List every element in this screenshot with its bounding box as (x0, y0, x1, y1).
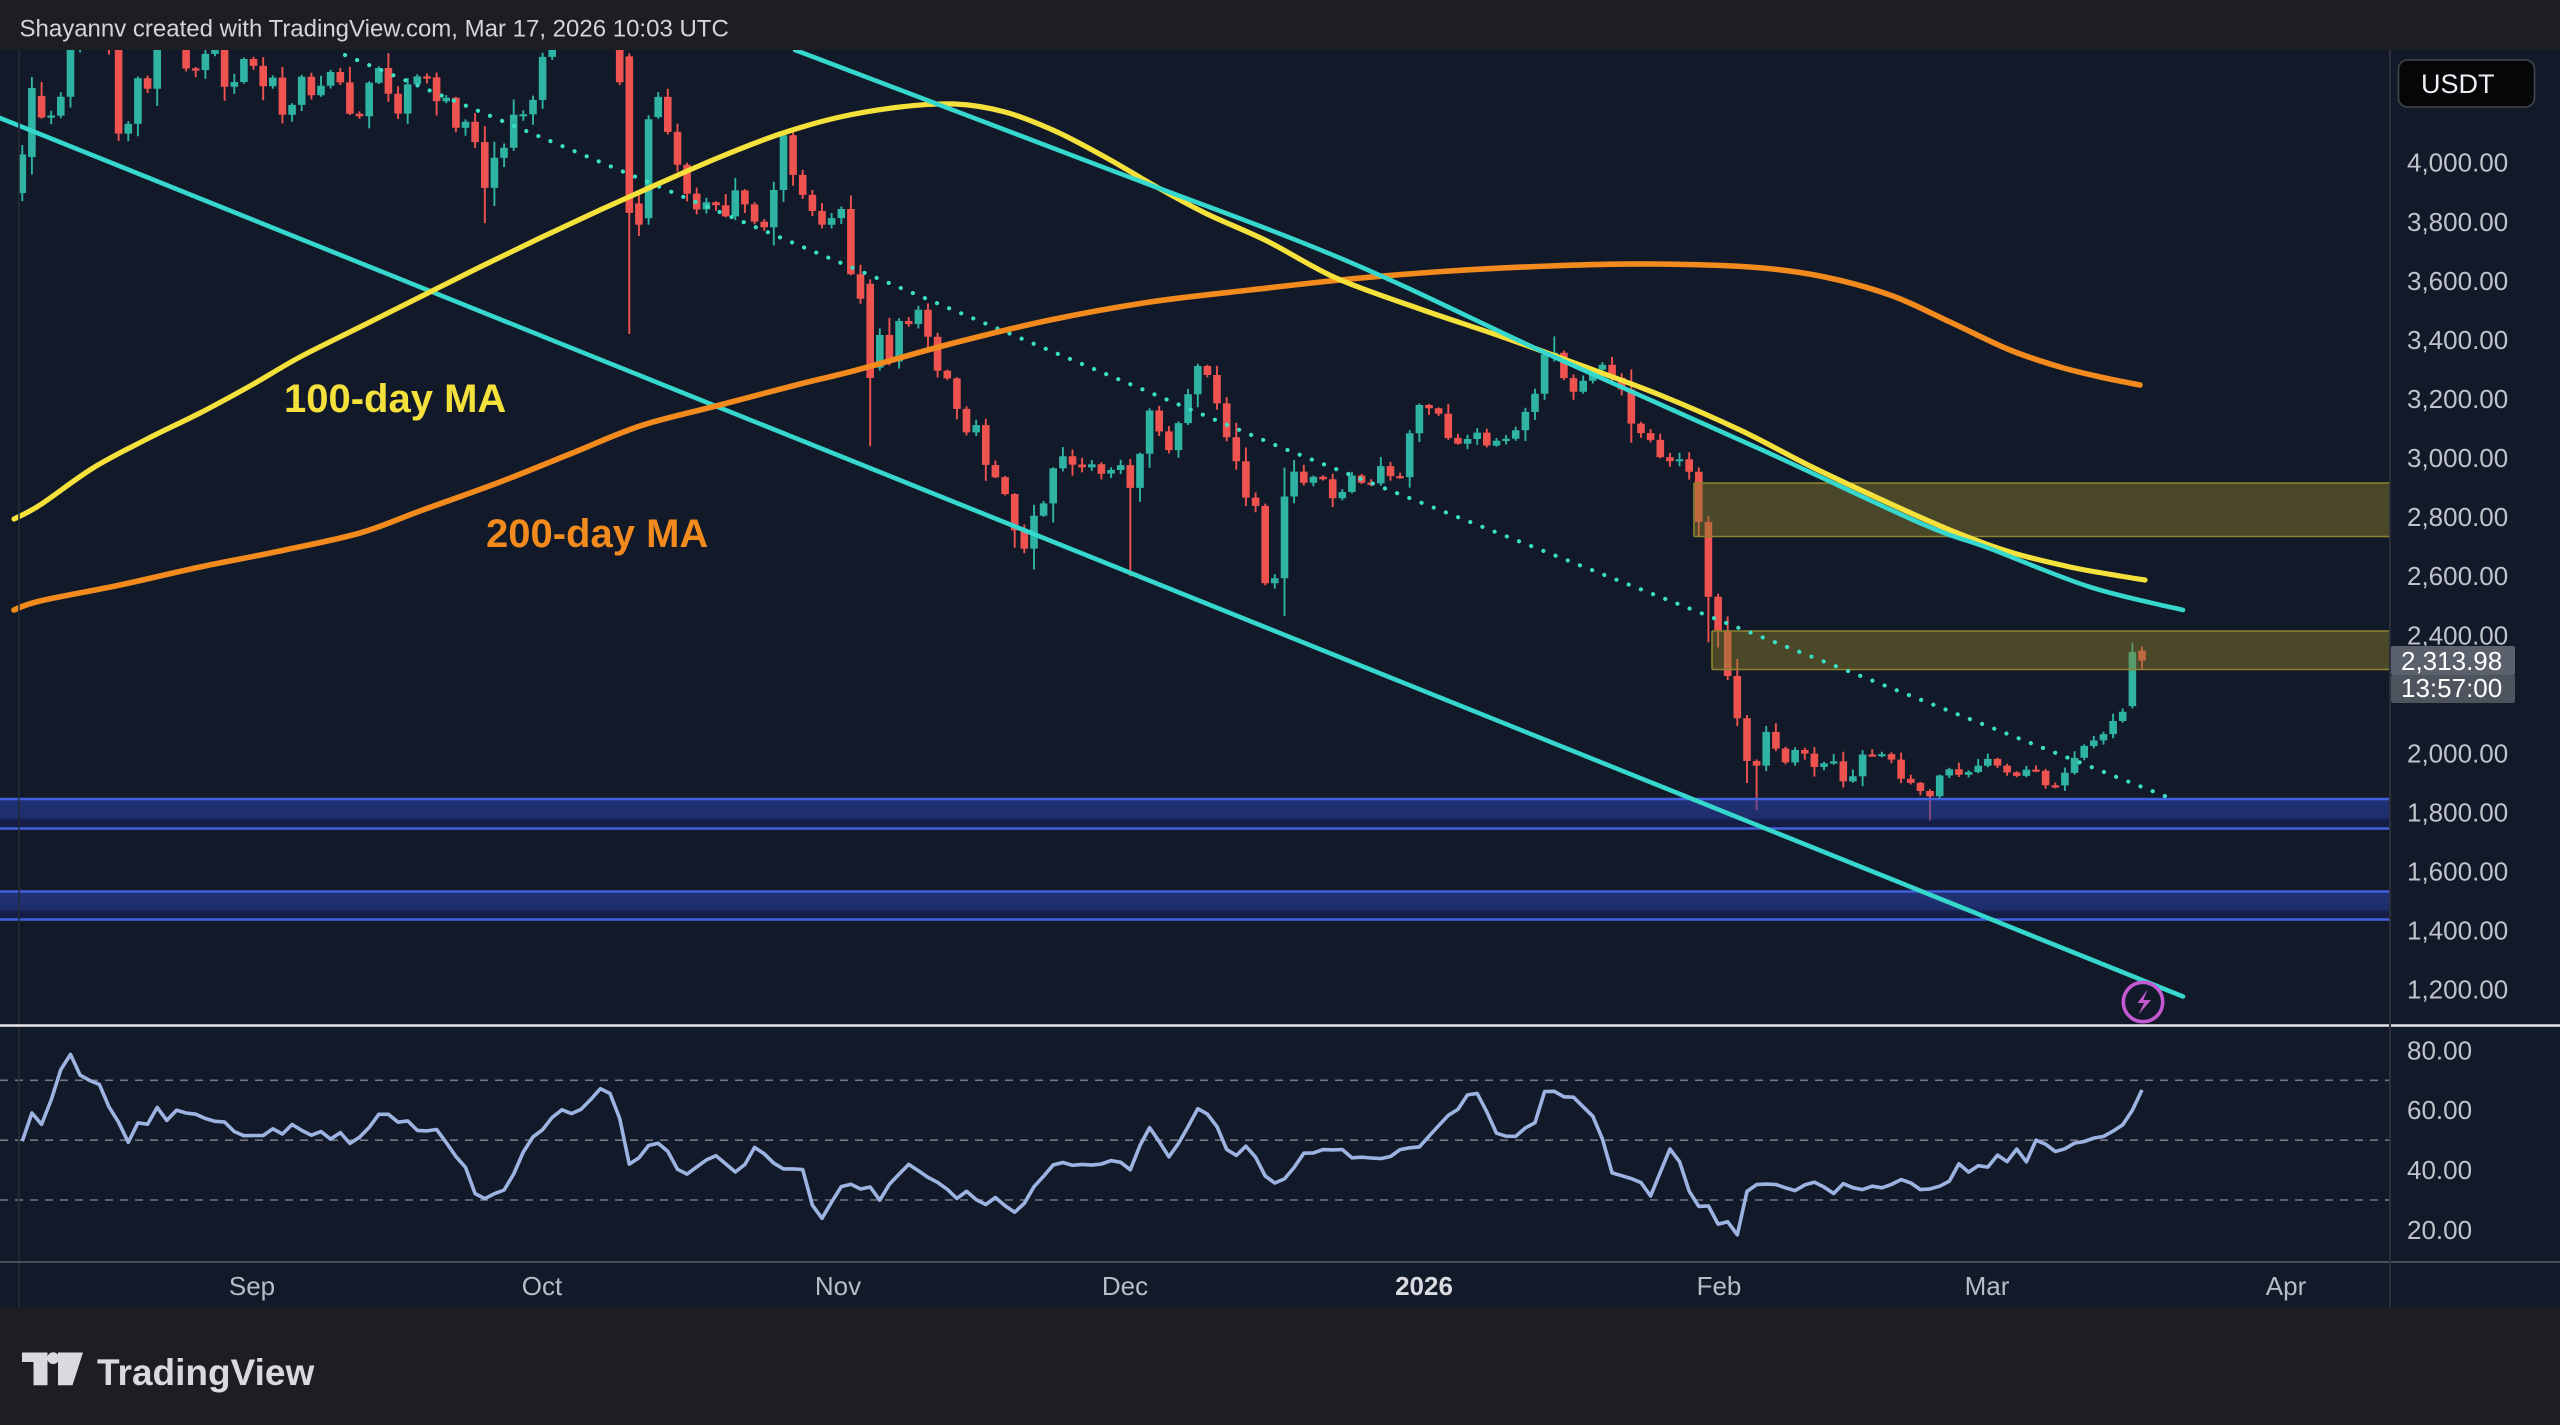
svg-text:20.00: 20.00 (2407, 1215, 2472, 1245)
svg-text:2,313.98: 2,313.98 (2401, 646, 2502, 676)
svg-text:2026: 2026 (1395, 1271, 1453, 1301)
svg-text:Feb: Feb (1697, 1271, 1742, 1301)
svg-text:2,600.00: 2,600.00 (2407, 561, 2508, 591)
svg-text:200-day MA: 200-day MA (486, 512, 708, 556)
svg-text:Oct: Oct (522, 1271, 563, 1301)
svg-text:80.00: 80.00 (2407, 1035, 2472, 1065)
svg-text:2,000.00: 2,000.00 (2407, 738, 2508, 768)
svg-text:4,000.00: 4,000.00 (2407, 148, 2508, 178)
svg-text:1,400.00: 1,400.00 (2407, 916, 2508, 946)
svg-text:1,200.00: 1,200.00 (2407, 975, 2508, 1005)
svg-text:3,000.00: 3,000.00 (2407, 443, 2508, 473)
svg-text:60.00: 60.00 (2407, 1095, 2472, 1125)
svg-text:Dec: Dec (1102, 1271, 1148, 1301)
svg-text:3,400.00: 3,400.00 (2407, 325, 2508, 355)
svg-text:Shayannv created with TradingV: Shayannv created with TradingView.com, M… (20, 16, 729, 43)
svg-text:3,600.00: 3,600.00 (2407, 266, 2508, 296)
svg-text:3,200.00: 3,200.00 (2407, 384, 2508, 414)
svg-text:40.00: 40.00 (2407, 1155, 2472, 1185)
svg-text:Sep: Sep (229, 1271, 275, 1301)
svg-text:Mar: Mar (1965, 1271, 2010, 1301)
svg-text:3,800.00: 3,800.00 (2407, 207, 2508, 237)
svg-text:Nov: Nov (815, 1271, 861, 1301)
svg-text:2,800.00: 2,800.00 (2407, 502, 2508, 532)
svg-text:1,800.00: 1,800.00 (2407, 798, 2508, 828)
svg-text:USDT: USDT (2421, 69, 2495, 99)
svg-text:13:57:00: 13:57:00 (2401, 673, 2502, 703)
svg-text:2,400.00: 2,400.00 (2407, 620, 2508, 650)
svg-text:TradingView: TradingView (97, 1352, 314, 1393)
svg-text:Apr: Apr (2266, 1271, 2307, 1301)
svg-text:100-day MA: 100-day MA (284, 377, 506, 421)
svg-text:1,600.00: 1,600.00 (2407, 857, 2508, 887)
